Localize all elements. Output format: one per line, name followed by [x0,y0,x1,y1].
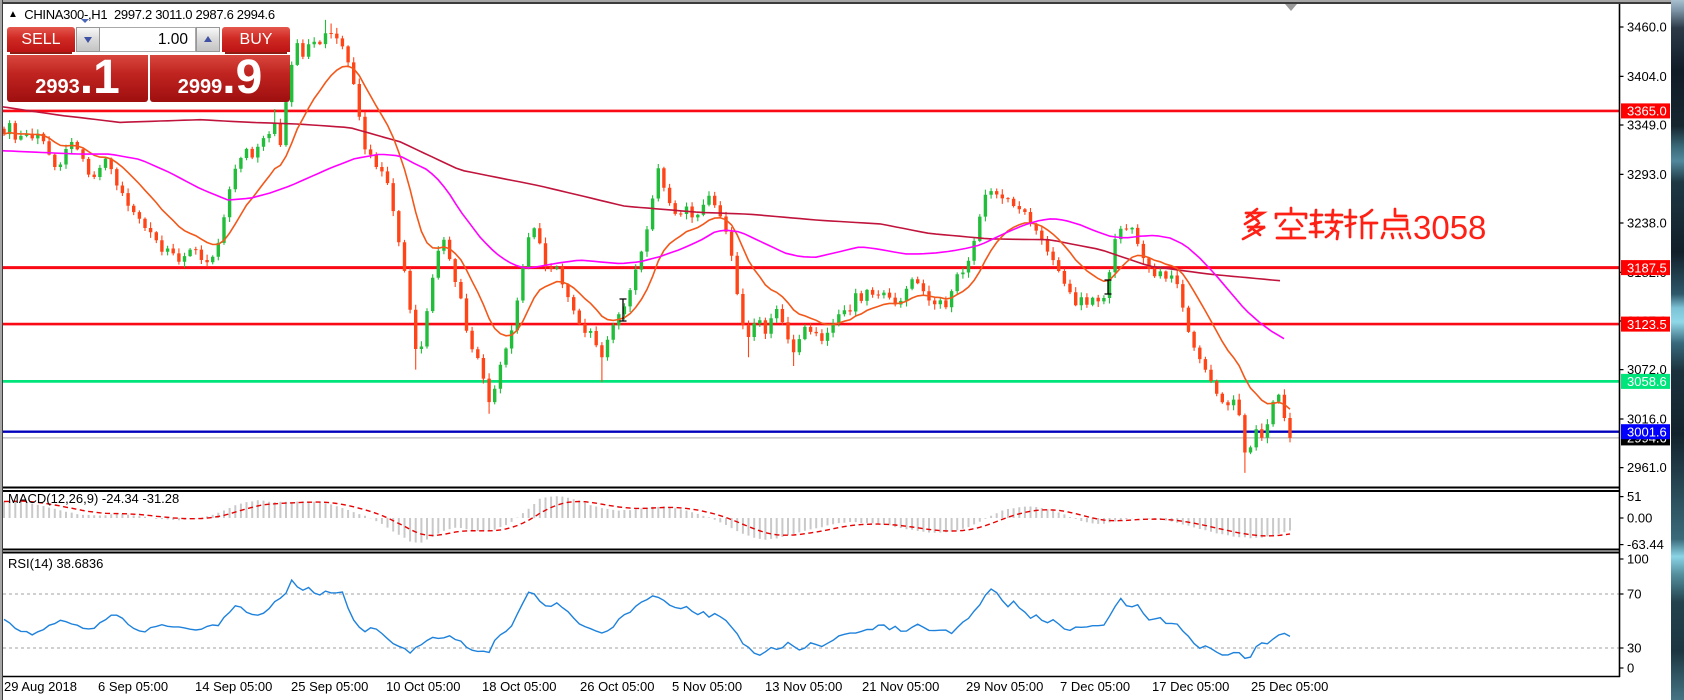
svg-text:0: 0 [1627,661,1634,676]
svg-text:3293.0: 3293.0 [1627,167,1667,182]
svg-text:3460.0: 3460.0 [1627,20,1667,35]
svg-text:-63.44: -63.44 [1627,537,1664,552]
svg-text:30: 30 [1627,641,1641,656]
svg-text:18 Oct 05:00: 18 Oct 05:00 [482,679,556,694]
svg-text:10 Oct 05:00: 10 Oct 05:00 [386,679,460,694]
svg-text:13 Nov 05:00: 13 Nov 05:00 [765,679,842,694]
svg-text:3001.6: 3001.6 [1627,425,1667,440]
svg-text:MACD(12,26,9) -24.34 -31.28: MACD(12,26,9) -24.34 -31.28 [8,491,179,506]
svg-text:3058: 3058 [1413,209,1486,246]
svg-text:51: 51 [1627,489,1641,504]
svg-text:3072.0: 3072.0 [1627,362,1667,377]
svg-text:100: 100 [1627,552,1649,567]
svg-text:3404.0: 3404.0 [1627,69,1667,84]
svg-text:0.00: 0.00 [1627,511,1652,526]
svg-text:3123.5: 3123.5 [1627,317,1667,332]
svg-text:6 Sep 05:00: 6 Sep 05:00 [98,679,168,694]
svg-text:2961.0: 2961.0 [1627,460,1667,475]
svg-text:3238.0: 3238.0 [1627,216,1667,231]
svg-text:3365.0: 3365.0 [1627,104,1667,119]
svg-text:29 Aug 2018: 29 Aug 2018 [4,679,77,694]
svg-text:7 Dec 05:00: 7 Dec 05:00 [1060,679,1130,694]
svg-text:RSI(14) 38.6836: RSI(14) 38.6836 [8,556,103,571]
svg-text:14 Sep 05:00: 14 Sep 05:00 [195,679,272,694]
svg-text:29 Nov 05:00: 29 Nov 05:00 [966,679,1043,694]
svg-text:3058.6: 3058.6 [1627,374,1667,389]
svg-text:17 Dec 05:00: 17 Dec 05:00 [1152,679,1229,694]
svg-text:25 Dec 05:00: 25 Dec 05:00 [1251,679,1328,694]
svg-text:21 Nov 05:00: 21 Nov 05:00 [862,679,939,694]
svg-text:5 Nov 05:00: 5 Nov 05:00 [672,679,742,694]
svg-text:3016.0: 3016.0 [1627,412,1667,427]
svg-text:70: 70 [1627,587,1641,602]
svg-text:25 Sep 05:00: 25 Sep 05:00 [291,679,368,694]
svg-text:3187.5: 3187.5 [1627,260,1667,275]
svg-text:3349.0: 3349.0 [1627,118,1667,133]
svg-text:26 Oct 05:00: 26 Oct 05:00 [580,679,654,694]
